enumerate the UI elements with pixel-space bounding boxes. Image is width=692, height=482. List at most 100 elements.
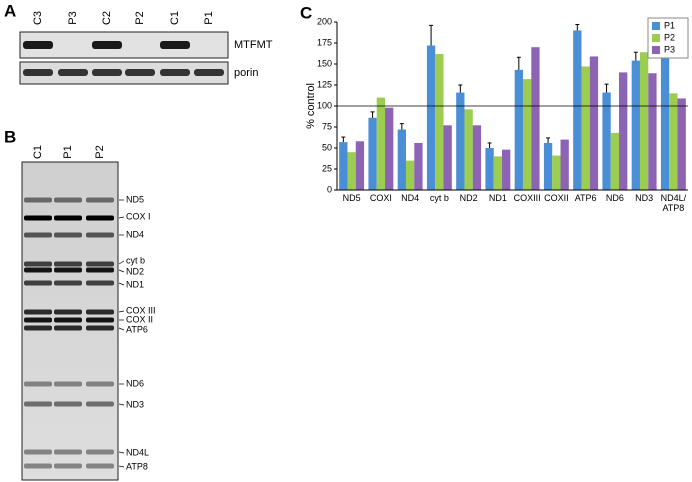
legend-swatch [652,46,660,54]
x-tick-label: ND3 [635,193,653,203]
band [23,41,53,49]
bar [472,125,482,190]
y-tick-label: 125 [317,79,332,89]
band-pointer [118,327,125,331]
bar [648,73,657,190]
band-pointer [118,282,125,286]
panel-label: C [300,3,312,22]
lane-label: P1 [62,145,74,158]
x-tick-label: ND4L/ATP8 [661,193,687,213]
blot-label: MTFMT [234,39,273,51]
band [54,232,82,238]
blot [19,61,229,85]
y-tick-label: 0 [327,184,332,194]
bar [485,148,494,190]
band [24,317,52,323]
band-label: ND2 [126,266,144,276]
band [24,381,52,387]
x-tick-label: COXI [370,193,392,203]
band [86,325,114,331]
band-pointer [118,403,125,406]
bar [619,72,628,190]
legend-swatch [652,22,660,30]
band-label: cyt b [126,255,145,265]
band-label: ATP8 [126,461,148,471]
bar [443,125,452,190]
band [24,267,52,273]
bar [355,141,365,190]
legend-swatch [652,34,660,42]
bar [581,66,590,190]
band-label: ND5 [126,194,144,204]
band [86,309,114,315]
blot-label: porin [234,67,258,79]
band [24,449,52,455]
x-tick-label: ND4 [401,193,419,203]
x-tick-label: COXIII [514,193,541,203]
x-tick-label: ND2 [460,193,478,203]
y-tick-label: 100 [317,100,332,110]
lane-label: C3 [32,11,44,25]
bar [368,117,377,190]
legend-label: P3 [664,44,675,54]
lane-label: P3 [67,11,79,24]
band-pointer [118,465,125,468]
band [86,280,114,286]
bar [405,160,415,190]
y-tick-label: 75 [322,121,332,131]
band [86,215,114,221]
band-pointer [118,451,125,454]
band [54,449,82,455]
band [58,69,88,76]
band [54,215,82,221]
band [125,69,155,76]
bar [435,53,444,190]
bar [339,142,348,190]
lane-label: C1 [32,145,44,159]
blot [19,31,229,59]
band [86,381,114,387]
bar [464,109,473,190]
band-pointer [118,269,125,273]
bar [560,139,569,190]
band [54,463,82,469]
band-pointer [118,260,125,265]
band [160,41,190,49]
band [54,280,82,286]
y-tick-label: 200 [317,16,332,26]
band [54,261,82,267]
bar [669,93,678,190]
band [86,449,114,455]
band-label: ND1 [126,279,144,289]
band [23,69,53,76]
x-tick-label: ND6 [606,193,624,203]
band [24,309,52,315]
x-tick-label: ATP6 [575,193,597,203]
band [54,267,82,273]
band [160,69,190,76]
band-label: ATP6 [126,324,148,334]
x-tick-label: ND1 [489,193,507,203]
bar [602,92,611,190]
y-tick-label: 150 [317,58,332,68]
y-axis-label: % control [305,83,317,129]
band [86,317,114,323]
band-label: ND4 [126,229,144,239]
lane-label: C1 [169,11,181,25]
bar [456,92,465,190]
band [54,401,82,407]
bar [639,52,649,190]
band [92,41,122,49]
y-tick-label: 25 [322,163,332,173]
band [86,232,114,238]
band-label: ND6 [126,378,144,388]
bar [385,107,394,190]
band [24,463,52,469]
bar [543,142,553,190]
bar [376,97,386,190]
band-label: COX II [126,314,153,324]
lane-label: P2 [134,11,146,24]
band-pointer [118,310,125,313]
legend-label: P2 [664,32,675,42]
